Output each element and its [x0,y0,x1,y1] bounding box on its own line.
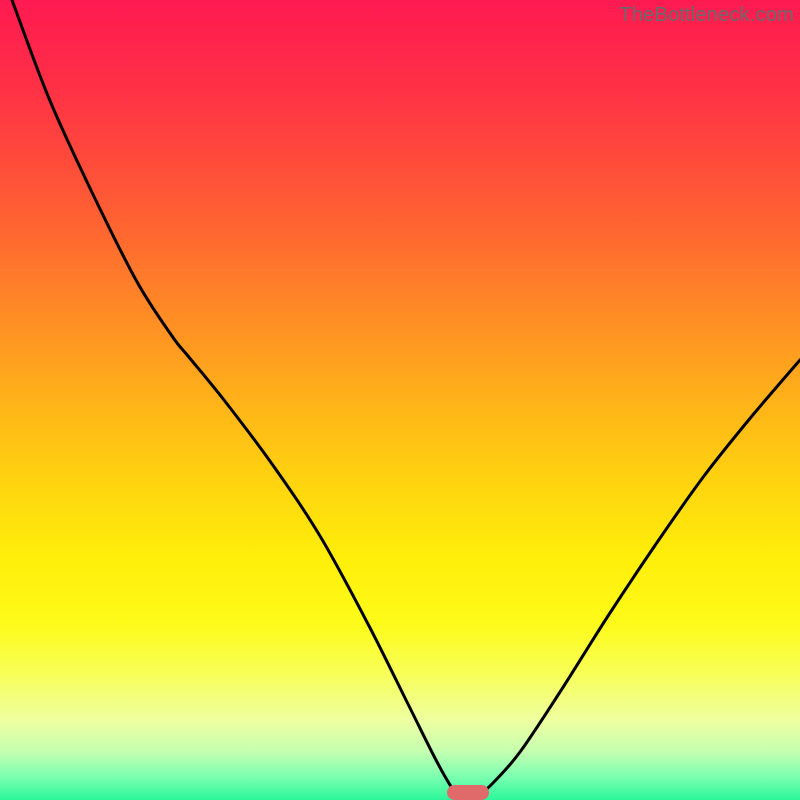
bottleneck-curve [0,0,800,800]
bottleneck-chart: TheBottleneck.com [0,0,800,800]
optimal-point-marker [447,785,489,800]
watermark-text: TheBottleneck.com [619,4,794,27]
